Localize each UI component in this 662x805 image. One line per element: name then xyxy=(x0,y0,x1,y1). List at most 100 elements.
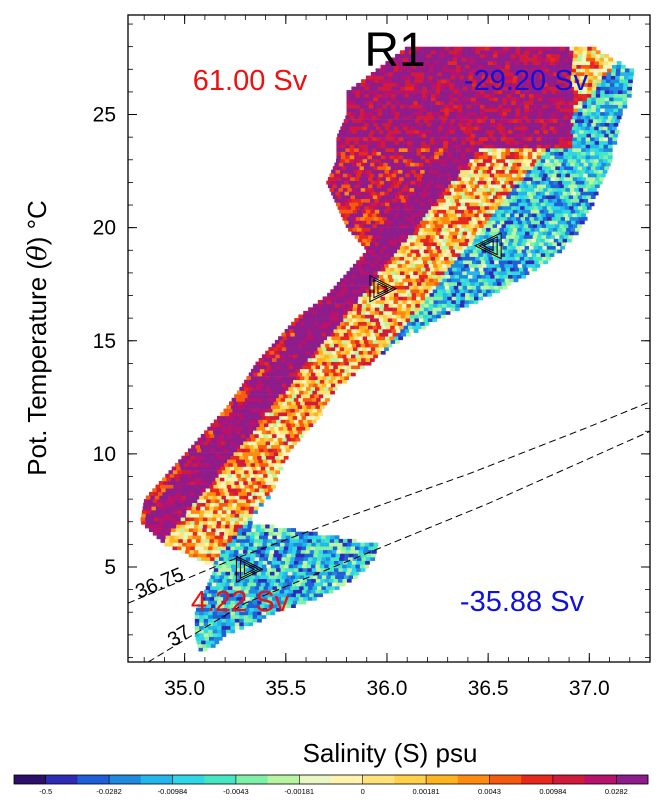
heatmap-cell xyxy=(470,234,476,239)
heatmap-cell xyxy=(265,481,271,485)
heatmap-cell xyxy=(336,281,342,286)
heatmap-cell xyxy=(366,263,372,268)
heatmap-cell xyxy=(334,307,340,312)
heatmap-cell xyxy=(319,372,325,377)
heatmap-cell xyxy=(241,535,246,540)
heatmap-cell xyxy=(254,538,259,543)
heatmap-cell xyxy=(297,339,302,344)
heatmap-cell xyxy=(420,191,425,196)
heatmap-cell xyxy=(425,296,430,301)
heatmap-cell xyxy=(361,180,367,185)
heatmap-cell xyxy=(360,560,366,565)
heatmap-cell xyxy=(484,166,489,171)
heatmap-cell xyxy=(460,158,466,163)
heatmap-cell xyxy=(285,538,290,543)
heatmap-cell xyxy=(563,234,569,239)
heatmap-cell xyxy=(234,481,240,485)
heatmap-cell xyxy=(265,426,270,431)
heatmap-cell xyxy=(372,549,377,554)
heatmap-cell xyxy=(404,205,410,210)
heatmap-cell xyxy=(385,296,390,301)
heatmap-cell xyxy=(243,441,249,446)
heatmap-cell xyxy=(232,575,238,580)
heatmap-cell xyxy=(497,205,503,210)
heatmap-cell xyxy=(414,314,419,319)
heatmap-cell xyxy=(317,376,323,381)
heatmap-cell xyxy=(518,213,524,218)
heatmap-cell xyxy=(582,166,587,171)
heatmap-cell xyxy=(303,390,309,395)
heatmap-cell xyxy=(363,325,369,330)
heatmap-cell xyxy=(246,528,252,533)
heatmap-cell xyxy=(393,296,399,301)
heatmap-cell xyxy=(469,158,475,163)
heatmap-cell xyxy=(406,220,412,225)
heatmap-cell xyxy=(387,318,393,323)
heatmap-cell xyxy=(469,292,475,297)
heatmap-cell xyxy=(259,462,265,467)
heatmap-cell xyxy=(368,133,374,138)
heatmap-cell xyxy=(250,376,256,381)
heatmap-cell xyxy=(463,209,469,214)
heatmap-cell xyxy=(187,473,193,478)
heatmap-cell xyxy=(588,129,593,134)
heatmap-cell xyxy=(203,520,209,525)
heatmap-cell xyxy=(394,184,400,189)
heatmap-cell xyxy=(292,339,298,344)
heatmap-cell xyxy=(422,245,427,250)
heatmap-cell xyxy=(585,144,591,149)
heatmap-cell xyxy=(161,488,166,493)
heatmap-cell xyxy=(555,133,561,138)
heatmap-cell xyxy=(352,209,358,214)
heatmap-cell xyxy=(253,484,259,489)
heatmap-cell xyxy=(410,220,416,225)
heatmap-cell xyxy=(253,607,259,612)
heatmap-cell xyxy=(415,180,421,185)
heatmap-cell xyxy=(453,216,459,221)
heatmap-cell xyxy=(603,140,609,145)
heatmap-cell xyxy=(526,220,532,225)
heatmap-cell xyxy=(396,129,402,134)
heatmap-cell xyxy=(453,245,459,250)
heatmap-cell xyxy=(336,177,342,181)
heatmap-cell xyxy=(477,263,483,268)
heatmap-cell xyxy=(169,506,175,511)
heatmap-cell xyxy=(514,267,520,272)
heatmap-cell xyxy=(357,220,363,225)
heatmap-cell xyxy=(312,535,318,540)
heatmap-cell xyxy=(380,151,386,156)
heatmap-cell xyxy=(574,198,580,203)
heatmap-cell xyxy=(181,481,186,485)
heatmap-cell xyxy=(290,390,295,395)
heatmap-cell xyxy=(276,567,281,572)
heatmap-cell xyxy=(449,285,455,290)
heatmap-cell xyxy=(307,567,313,572)
heatmap-cell xyxy=(391,314,397,319)
heatmap-cell xyxy=(456,253,461,257)
heatmap-cell xyxy=(578,216,584,221)
heatmap-cell xyxy=(217,578,223,583)
heatmap-cell xyxy=(257,564,263,569)
heatmap-cell xyxy=(182,484,187,489)
heatmap-cell xyxy=(209,459,215,464)
heatmap-cell xyxy=(318,582,324,587)
heatmap-cell xyxy=(286,553,292,558)
heatmap-cell xyxy=(410,318,415,323)
heatmap-cell xyxy=(238,466,244,471)
heatmap-cell xyxy=(318,593,323,598)
heatmap-cell xyxy=(369,173,375,178)
heatmap-cell xyxy=(150,510,156,514)
heatmap-cell xyxy=(225,546,231,551)
heatmap-cell xyxy=(468,209,474,214)
heatmap-cell xyxy=(236,448,242,453)
heatmap-cell xyxy=(517,263,523,268)
heatmap-cell xyxy=(208,600,213,605)
heatmap-cell xyxy=(213,484,219,489)
heatmap-cell xyxy=(207,481,213,485)
heatmap-cell xyxy=(194,517,199,522)
heatmap-cell xyxy=(345,177,351,181)
heatmap-cell xyxy=(469,300,474,304)
heatmap-cell xyxy=(279,546,285,551)
heatmap-cell xyxy=(353,220,358,225)
heatmap-cell xyxy=(498,216,504,221)
